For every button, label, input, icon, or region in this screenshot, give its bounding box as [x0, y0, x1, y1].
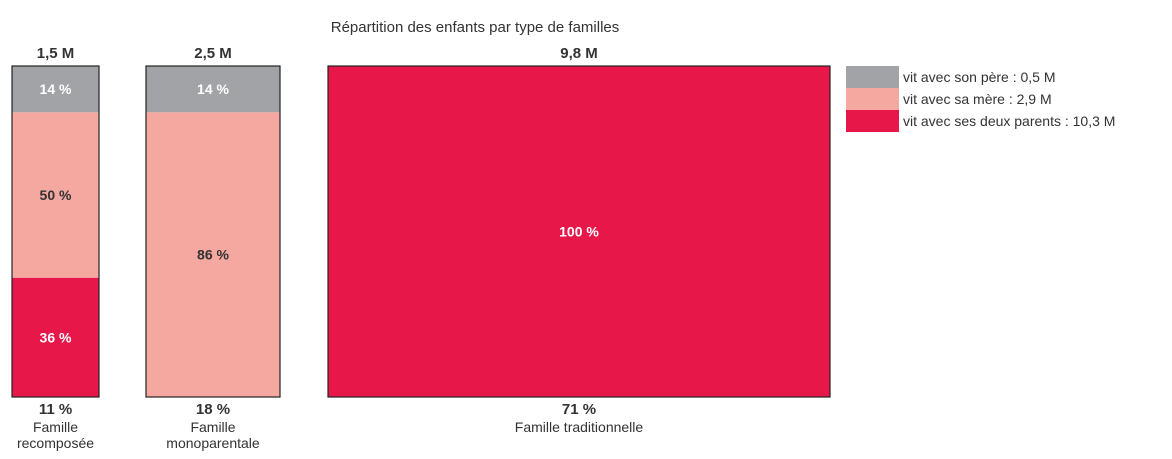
share-label: 11 %	[39, 401, 72, 418]
legend-item-mother: vit avec sa mère : 2,9 M	[846, 88, 1115, 110]
share-label: 18 %	[196, 401, 230, 418]
category-label: monoparentale	[166, 435, 260, 451]
legend-label-father: vit avec son père : 0,5 M	[903, 69, 1056, 85]
bar-segment-both	[12, 277, 99, 397]
legend-label-both: vit avec ses deux parents : 10,3 M	[903, 113, 1116, 129]
bar-segment-both	[328, 66, 830, 397]
legend: vit avec son père : 0,5 M vit avec sa mè…	[846, 66, 1115, 132]
category-label: Famille	[190, 419, 235, 435]
category-label: Famille	[33, 419, 78, 435]
total-label: 2,5 M	[194, 45, 232, 62]
data-label-father: 14 %	[40, 81, 72, 97]
category-label: Famille traditionnelle	[515, 419, 644, 435]
bar-outline	[11, 65, 100, 398]
bar-outline	[145, 65, 281, 398]
total-label: 1,5 M	[37, 45, 75, 62]
bar-segment-mother	[12, 112, 99, 278]
bar-segment-mother	[146, 112, 280, 397]
data-label-father: 14 %	[197, 81, 229, 97]
share-label: 71 %	[562, 401, 596, 418]
data-label-both: 36 %	[40, 329, 72, 345]
legend-item-father: vit avec son père : 0,5 M	[846, 66, 1115, 88]
legend-swatch-father	[846, 66, 899, 88]
bar-segment-father	[12, 66, 99, 113]
data-label-mother: 86 %	[197, 247, 229, 263]
total-label: 9,8 M	[560, 45, 598, 62]
data-label-both: 100 %	[559, 224, 599, 240]
legend-label-mother: vit avec sa mère : 2,9 M	[903, 91, 1052, 107]
legend-swatch-both	[846, 110, 899, 132]
legend-swatch-mother	[846, 88, 899, 110]
legend-item-both: vit avec ses deux parents : 10,3 M	[846, 110, 1115, 132]
chart-title: Répartition des enfants par type de fami…	[330, 19, 620, 36]
bar-outline	[327, 65, 831, 398]
category-label: recomposée	[17, 435, 94, 451]
data-label-mother: 50 %	[40, 187, 72, 203]
bar-segment-father	[146, 66, 280, 113]
